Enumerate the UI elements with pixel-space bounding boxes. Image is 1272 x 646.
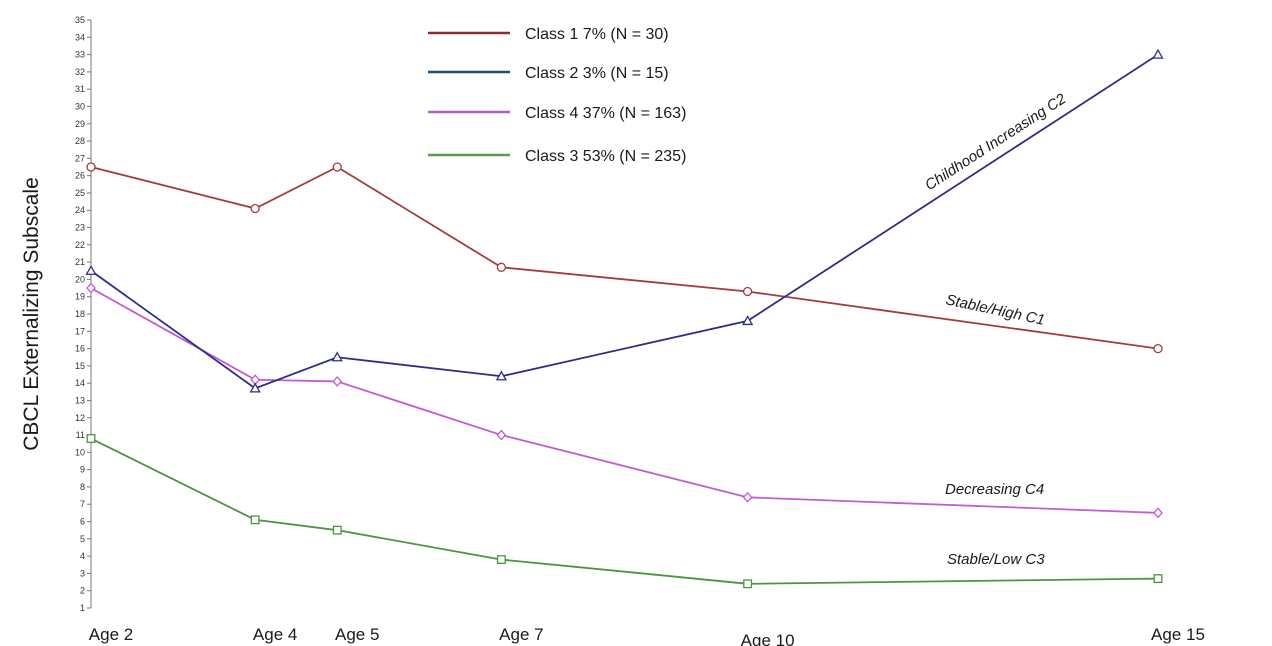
- x-tick-label: Age 15: [1151, 625, 1205, 644]
- y-tick-label: 7: [80, 499, 85, 509]
- series-line: [90, 287, 1159, 514]
- x-tick-label: Age 7: [499, 625, 543, 644]
- y-tick-label: 20: [75, 274, 85, 284]
- data-point-triangle: [249, 382, 261, 393]
- data-point-circle: [1153, 343, 1163, 354]
- y-tick-label: 4: [80, 551, 85, 561]
- y-tick-label: 9: [80, 465, 85, 475]
- y-axis: 1234567891011121314151617181920212223242…: [75, 15, 92, 613]
- y-tick-label: 21: [75, 257, 85, 267]
- data-point-diamond: [496, 429, 507, 441]
- legend: Class 1 7% (N = 30) Class 2 3% (N = 15) Cl…: [428, 26, 686, 165]
- y-tick-label: 19: [75, 292, 85, 302]
- data-point-square: [86, 434, 96, 443]
- y-tick-label: 26: [75, 171, 85, 181]
- x-tick-label: Age 2: [89, 625, 133, 644]
- y-tick-label: 35: [75, 15, 85, 25]
- y-tick-label: 5: [80, 534, 85, 544]
- y-tick-label: 16: [75, 344, 85, 354]
- y-tick-label: 6: [80, 517, 85, 527]
- y-tick-label: 32: [75, 67, 85, 77]
- legend-label: Class 4 37% (N = 163): [525, 105, 686, 122]
- data-point-circle: [332, 162, 342, 172]
- data-point-diamond: [86, 282, 96, 294]
- data-point-diamond: [1153, 507, 1163, 519]
- y-tick-label: 2: [80, 586, 85, 596]
- series-4: [86, 434, 1163, 589]
- y-tick-label: 27: [75, 153, 85, 163]
- data-point-circle: [86, 162, 96, 172]
- data-point-square: [743, 579, 753, 589]
- data-point-square: [250, 515, 260, 525]
- y-tick-label: 24: [75, 205, 85, 215]
- x-tick-label: Age 5: [335, 625, 379, 644]
- data-point-triangle: [331, 351, 343, 362]
- data-point-circle: [250, 203, 260, 214]
- data-point-triangle: [1152, 48, 1164, 59]
- y-tick-label: 12: [75, 413, 85, 423]
- data-point-triangle: [742, 315, 754, 326]
- data-point-square: [332, 525, 342, 535]
- annotations: Childhood Increasing C2 Stable/High C1 Dec…: [922, 90, 1070, 568]
- y-tick-label: 14: [75, 378, 85, 388]
- series-2: [85, 48, 1164, 393]
- y-tick-label: 30: [75, 101, 85, 111]
- data-point-circle: [742, 286, 753, 297]
- annotation-label: Decreasing C4: [945, 481, 1044, 498]
- legend-label: Class 3 53% (N = 235): [525, 148, 686, 165]
- legend-label: Class 1 7% (N = 30): [525, 26, 669, 43]
- y-tick-label: 13: [75, 395, 85, 405]
- series-line: [90, 165, 1159, 350]
- data-point-triangle: [85, 264, 97, 275]
- y-tick-label: 25: [75, 188, 85, 198]
- annotation-label: Childhood Increasing C2: [922, 90, 1070, 194]
- data-point-square: [1153, 574, 1163, 584]
- y-tick-label: 15: [75, 361, 85, 371]
- series-1: [86, 162, 1163, 354]
- x-axis: Age 2 Age 4 Age 5 Age 7 Age 10 Age 15: [89, 625, 1205, 646]
- y-tick-label: 10: [75, 447, 85, 457]
- y-tick-label: 1: [80, 603, 85, 613]
- y-tick-label: 3: [80, 568, 85, 578]
- y-tick-label: 23: [75, 223, 85, 233]
- legend-label: Class 2 3% (N = 15): [525, 65, 669, 82]
- y-tick-label: 8: [80, 482, 85, 492]
- x-tick-label: Age 4: [253, 625, 297, 644]
- y-axis-label: CBCL Externalizing Subscale: [20, 177, 43, 451]
- data-point-diamond: [742, 491, 753, 503]
- y-tick-label: 11: [76, 430, 85, 440]
- data-point-triangle: [495, 370, 507, 381]
- series-3: [86, 282, 1163, 519]
- annotation-label: Stable/Low C3: [947, 551, 1045, 568]
- annotation-label: Stable/High C1: [944, 291, 1046, 329]
- y-tick-label: 28: [75, 136, 85, 146]
- y-tick-label: 18: [75, 309, 85, 319]
- x-tick-label: Age 10: [741, 631, 795, 646]
- series-lines: [85, 48, 1164, 589]
- y-tick-label: 17: [75, 326, 85, 336]
- data-point-diamond: [332, 375, 343, 387]
- series-line: [90, 437, 1159, 585]
- y-tick-label: 31: [75, 84, 85, 94]
- y-tick-label: 29: [75, 119, 85, 129]
- y-tick-label: 34: [75, 32, 85, 42]
- y-tick-label: 33: [75, 50, 85, 60]
- data-point-square: [496, 555, 506, 565]
- data-point-circle: [496, 262, 507, 272]
- series-line: [90, 53, 1159, 390]
- y-tick-label: 22: [75, 240, 85, 250]
